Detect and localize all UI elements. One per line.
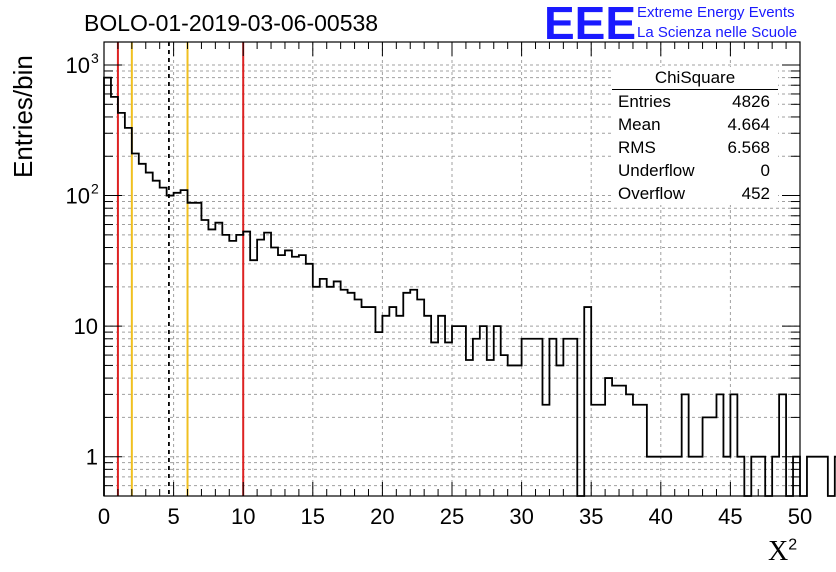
stats-row-mean: Mean 4.664 [612, 113, 778, 136]
y-tick-label: 10 [66, 53, 90, 78]
reference-lines [116, 42, 245, 496]
stats-value: 6.568 [727, 138, 770, 157]
stats-value: 452 [741, 184, 770, 203]
histogram-line [103, 76, 836, 497]
x-tick-label: 30 [509, 504, 533, 529]
stats-label: RMS [618, 138, 656, 157]
x-axis-label-main: X [768, 536, 789, 567]
brand-line-1: Extreme Energy Events [637, 4, 795, 21]
stats-row-rms: RMS 6.568 [612, 136, 778, 159]
y-tick-label: 10 [66, 184, 90, 209]
eee-logo: EEE [544, 2, 636, 42]
y-tick-label-exponent: 2 [91, 181, 99, 197]
grid-lines [104, 42, 800, 496]
logo-text: EEE [544, 2, 636, 42]
x-tick-label: 50 [788, 504, 812, 529]
x-tick-label: 35 [579, 504, 603, 529]
x-tick-label: 10 [231, 504, 255, 529]
chart-title: BOLO-01-2019-03-06-00538 [84, 10, 379, 36]
x-tick-label: 0 [98, 504, 110, 529]
stats-row-entries: Entries 4826 [612, 90, 778, 113]
x-tick-label: 40 [649, 504, 673, 529]
x-tick-label: 45 [718, 504, 742, 529]
stats-label: Overflow [618, 184, 686, 203]
x-tick-label: 5 [167, 504, 179, 529]
x-tick-labels: 0 5 10 15 20 25 30 35 40 45 50 [98, 504, 812, 529]
stats-title: ChiSquare [612, 67, 778, 90]
stats-row-underflow: Underflow 0 [612, 159, 778, 182]
y-tick-label-exponent: 3 [91, 50, 99, 66]
x-tick-label: 15 [301, 504, 325, 529]
stats-value: 0 [760, 161, 770, 180]
axis-ticks [104, 42, 800, 496]
x-tick-label: 25 [440, 504, 464, 529]
y-tick-label: 1 [86, 445, 98, 470]
stats-box: ChiSquare Entries 4826 Mean 4.664 RMS 6.… [612, 67, 778, 205]
x-axis-label-sup: 2 [788, 536, 798, 554]
stats-label: Mean [618, 115, 661, 134]
stats-row-overflow: Overflow 452 [612, 182, 778, 205]
x-tick-label: 20 [370, 504, 394, 529]
stats-value: 4826 [732, 92, 770, 111]
stats-value: 4.664 [727, 115, 770, 134]
stats-label: Entries [618, 92, 671, 111]
y-tick-label: 10 [74, 314, 98, 339]
y-axis-label: Entries/bin [8, 55, 38, 178]
brand-line-2: La Scienza nelle Scuole [637, 24, 798, 41]
x-axis-label: X2 [768, 536, 797, 568]
stats-label: Underflow [618, 161, 695, 180]
